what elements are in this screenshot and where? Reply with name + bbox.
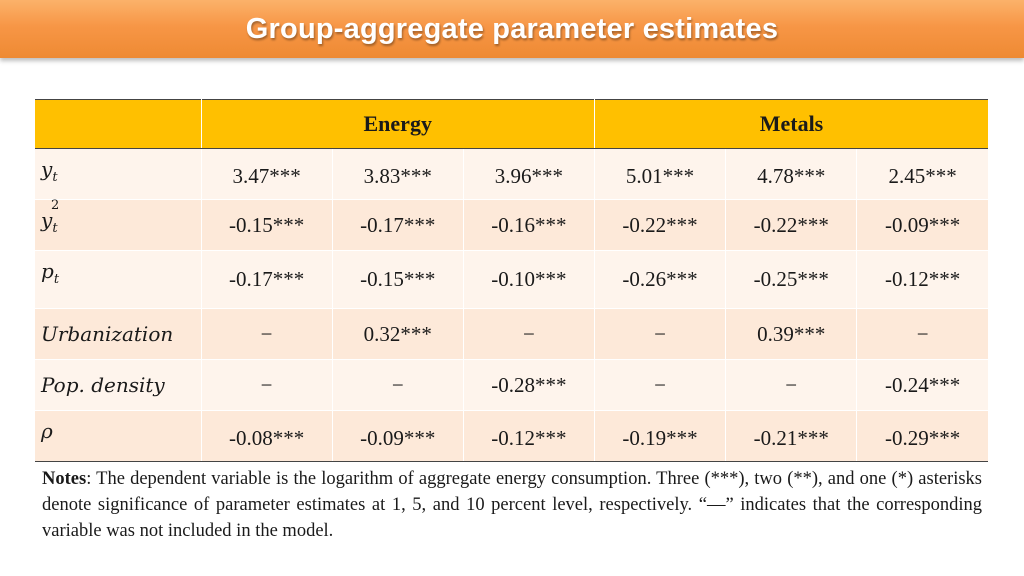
table-row: Urbanization − 0.32*** − − 0.39*** − — [35, 308, 988, 360]
table-row: yt 3.47*** 3.83*** 3.96*** 5.01*** 4.78*… — [35, 148, 988, 200]
table-cell: -0.15*** — [332, 250, 464, 309]
notes-text: : The dependent variable is the logarith… — [42, 469, 982, 541]
table-cell: -0.22*** — [725, 199, 858, 251]
table-cell: -0.15*** — [201, 199, 333, 251]
table-cell: -0.25*** — [725, 250, 858, 309]
row-label-symbol: y — [41, 208, 53, 232]
table-cell: 3.47*** — [201, 148, 333, 200]
table-cell: -0.24*** — [856, 359, 988, 411]
row-label-symbol: y — [41, 157, 53, 181]
table-cell: -0.19*** — [594, 410, 727, 462]
table-cell: -0.16*** — [463, 199, 595, 251]
table-cell: 2.45*** — [856, 148, 988, 200]
table-cell: -0.26*** — [594, 250, 727, 309]
row-label-subscript: t — [52, 170, 58, 185]
table-cell: -0.17*** — [332, 199, 464, 251]
table-cell: − — [594, 308, 727, 360]
table-cell: -0.28*** — [463, 359, 595, 411]
table-notes: Notes: The dependent variable is the log… — [42, 466, 982, 544]
table-cell: -0.29*** — [856, 410, 988, 462]
table-cell: -0.09*** — [332, 410, 464, 462]
row-label-pt: pt — [35, 250, 202, 309]
table-header-row: Energy Metals — [35, 99, 988, 149]
table-cell: − — [725, 359, 858, 411]
table-cell: − — [463, 308, 595, 360]
table-row: Pop. density − − -0.28*** − − -0.24*** — [35, 359, 988, 411]
estimates-table: Energy Metals yt 3.47*** 3.83*** 3.96***… — [35, 99, 988, 462]
slide-title: Group-aggregate parameter estimates — [245, 12, 779, 45]
table-cell: 0.32*** — [332, 308, 464, 360]
table-cell: -0.09*** — [856, 199, 988, 251]
row-label-yt-squared: yt 2 — [35, 198, 202, 251]
row-label-urbanization: Urbanization — [35, 308, 202, 360]
group-header-metals: Metals — [594, 99, 988, 149]
table-cell: 5.01*** — [594, 148, 727, 200]
table-cell: 4.78*** — [725, 148, 858, 200]
table-cell: − — [201, 308, 333, 360]
row-label-superscript: 2 — [51, 198, 60, 213]
table-cell: 3.96*** — [463, 148, 595, 200]
title-bar: Group-aggregate parameter estimates — [0, 0, 1024, 58]
table-cell: − — [856, 308, 988, 360]
row-label-subscript: t — [52, 221, 58, 236]
table-cell: 0.39*** — [725, 308, 858, 360]
table-row: ρ -0.08*** -0.09*** -0.12*** -0.19*** -0… — [35, 410, 988, 462]
group-header-energy: Energy — [201, 99, 595, 149]
table-cell: -0.12*** — [856, 250, 988, 309]
table-cell: − — [201, 359, 333, 411]
row-label-pop-density: Pop. density — [35, 359, 202, 411]
table-cell: -0.21*** — [725, 410, 858, 462]
table-cell: − — [594, 359, 727, 411]
table-row: yt 2 -0.15*** -0.17*** -0.16*** -0.22*** … — [35, 198, 988, 251]
row-label-subscript: t — [53, 272, 60, 287]
table-cell: -0.22*** — [594, 199, 727, 251]
table-cell: -0.08*** — [201, 410, 333, 462]
table-cell: -0.12*** — [463, 410, 595, 462]
row-label-symbol: p — [41, 259, 54, 283]
row-label-rho: ρ — [35, 410, 202, 462]
table-cell: -0.17*** — [201, 250, 333, 309]
table-row: pt -0.17*** -0.15*** -0.10*** -0.26*** -… — [35, 250, 988, 309]
row-label-yt: yt — [35, 148, 202, 200]
table-cell: 3.83*** — [332, 148, 464, 200]
table-cell: − — [332, 359, 464, 411]
corner-cell — [35, 99, 202, 149]
notes-heading: Notes — [42, 469, 87, 489]
table-cell: -0.10*** — [463, 250, 595, 309]
